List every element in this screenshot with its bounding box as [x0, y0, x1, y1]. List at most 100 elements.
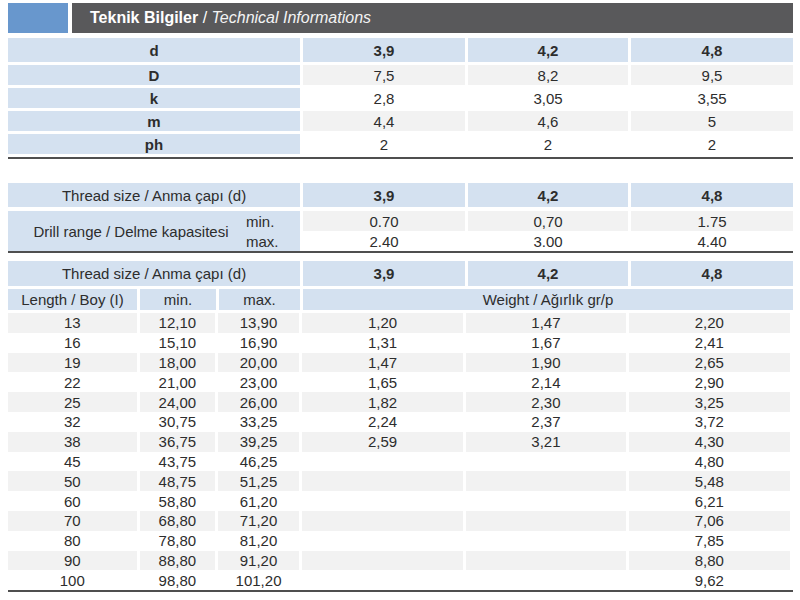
dimension-value: 4,4: [303, 111, 465, 131]
weight-value: 2,14: [466, 372, 625, 392]
min-max-labels: min. max.: [246, 211, 300, 251]
title-bar: Teknik Bilgiler / Technical Informations: [72, 3, 793, 33]
thread-size-header: Thread size / Anma çapı (d): [8, 261, 300, 286]
drill-value: 4.40: [631, 231, 793, 251]
max-value: 20,00: [218, 353, 299, 373]
min-value: 88,80: [140, 551, 216, 571]
weight-column-header: Weight / Ağırlık gr/p: [303, 289, 793, 310]
dimension-value: 2: [303, 134, 465, 154]
weight-value: 5,48: [629, 471, 790, 491]
table-row: 5048,7551,255,48: [8, 471, 793, 491]
dimension-label: m: [8, 111, 300, 131]
min-value: 68,80: [140, 511, 216, 531]
table-row: 6058,8061,206,21: [8, 491, 793, 511]
dimension-value: 7,5: [303, 65, 465, 85]
length-value: 38: [8, 432, 137, 452]
length-value: 25: [8, 392, 137, 412]
max-value: 46,25: [218, 452, 299, 472]
weight-value: [466, 551, 625, 571]
weight-value: 1,67: [466, 333, 625, 353]
length-value: 100: [8, 570, 137, 590]
weight-value: 1,20: [302, 313, 463, 333]
min-value: 24,00: [140, 392, 216, 412]
thread-size-header: Thread size / Anma çapı (d): [8, 183, 300, 207]
table-row: 8078,8081,207,85: [8, 531, 793, 551]
page-title-english: Technical Informations: [212, 9, 372, 27]
length-value: 16: [8, 333, 137, 353]
table-row: 1615,1016,901,311,672,41: [8, 333, 793, 353]
dimension-value: 2: [631, 134, 793, 154]
min-column-header: min.: [140, 289, 216, 310]
min-value: 98,80: [140, 570, 216, 590]
weight-value: 7,85: [629, 531, 790, 551]
weight-value: [466, 491, 625, 511]
weight-value: 2,59: [302, 432, 463, 452]
dimension-value: 9,5: [631, 65, 793, 85]
table-row: 10098,80101,209,62: [8, 570, 793, 590]
weight-value: [466, 511, 625, 531]
spacer: [8, 159, 793, 183]
table-row: 3230,7533,252,242,373,72: [8, 412, 793, 432]
table-row: 2524,0026,001,822,303,25: [8, 392, 793, 412]
weight-value: [302, 531, 463, 551]
weight-value: 2,65: [629, 353, 790, 373]
drill-range-table: Thread size / Anma çapı (d) 3,9 4,2 4,8 …: [8, 183, 793, 253]
length-value: 13: [8, 313, 137, 333]
max-value: 101,20: [218, 570, 299, 590]
dimension-value: 4,6: [468, 111, 628, 131]
column-header: 4,2: [468, 261, 628, 286]
drill-range-values: 0.700,701.752.403.004.40: [303, 211, 793, 251]
weight-value: [302, 551, 463, 571]
table-row: ph222: [8, 134, 793, 154]
max-label: max.: [246, 231, 300, 251]
table-row: k2,83,053,55: [8, 88, 793, 108]
weight-value: 1,82: [302, 392, 463, 412]
min-value: 18,00: [140, 353, 216, 373]
length-value: 90: [8, 551, 137, 571]
max-value: 61,20: [218, 491, 299, 511]
dimension-value: 3,9: [303, 38, 465, 62]
min-value: 78,80: [140, 531, 216, 551]
weight-value: [466, 531, 625, 551]
length-value: 60: [8, 491, 137, 511]
weight-value: 8,80: [629, 551, 790, 571]
table-row: d3,94,24,8: [8, 38, 793, 62]
accent-square: [8, 3, 68, 33]
dimension-value: 8,2: [468, 65, 628, 85]
length-value: 45: [8, 452, 137, 472]
weight-value: 3,72: [629, 412, 790, 432]
drill-value: 1.75: [631, 211, 793, 231]
weight-value: 1,47: [466, 313, 625, 333]
min-value: 58,80: [140, 491, 216, 511]
weight-value: 2,24: [302, 412, 463, 432]
drill-range-block: Drill range / Delme kapasitesi min. max.…: [8, 211, 793, 251]
min-value: 36,75: [140, 432, 216, 452]
table-row: 7068,8071,207,06: [8, 511, 793, 531]
table-row: m4,44,65: [8, 111, 793, 131]
max-value: 16,90: [218, 333, 299, 353]
max-value: 71,20: [218, 511, 299, 531]
length-value: 19: [8, 353, 137, 373]
drill-range-label: Drill range / Delme kapasitesi: [8, 211, 246, 251]
dimension-value: 4,2: [468, 38, 628, 62]
drill-min-row: 0.700,701.75: [303, 211, 793, 231]
weight-value: [466, 452, 625, 472]
column-header: 3,9: [303, 183, 465, 207]
length-value: 22: [8, 372, 137, 392]
weight-value: 2,41: [629, 333, 790, 353]
dimension-value: 3,05: [468, 88, 628, 108]
min-label: min.: [246, 211, 300, 231]
weight-value: 4,30: [629, 432, 790, 452]
table-row: 9088,8091,208,80: [8, 551, 793, 571]
weight-value: 3,25: [629, 392, 790, 412]
table-header-row: Thread size / Anma çapı (d) 3,9 4,2 4,8: [8, 261, 793, 286]
dimension-label: D: [8, 65, 300, 85]
column-header: 4,2: [468, 183, 628, 207]
drill-max-row: 2.403.004.40: [303, 231, 793, 251]
max-value: 39,25: [218, 432, 299, 452]
column-header: 4,8: [631, 183, 793, 207]
max-value: 33,25: [218, 412, 299, 432]
dimension-value: 5: [631, 111, 793, 131]
max-value: 26,00: [218, 392, 299, 412]
weight-value: 1,90: [466, 353, 625, 373]
